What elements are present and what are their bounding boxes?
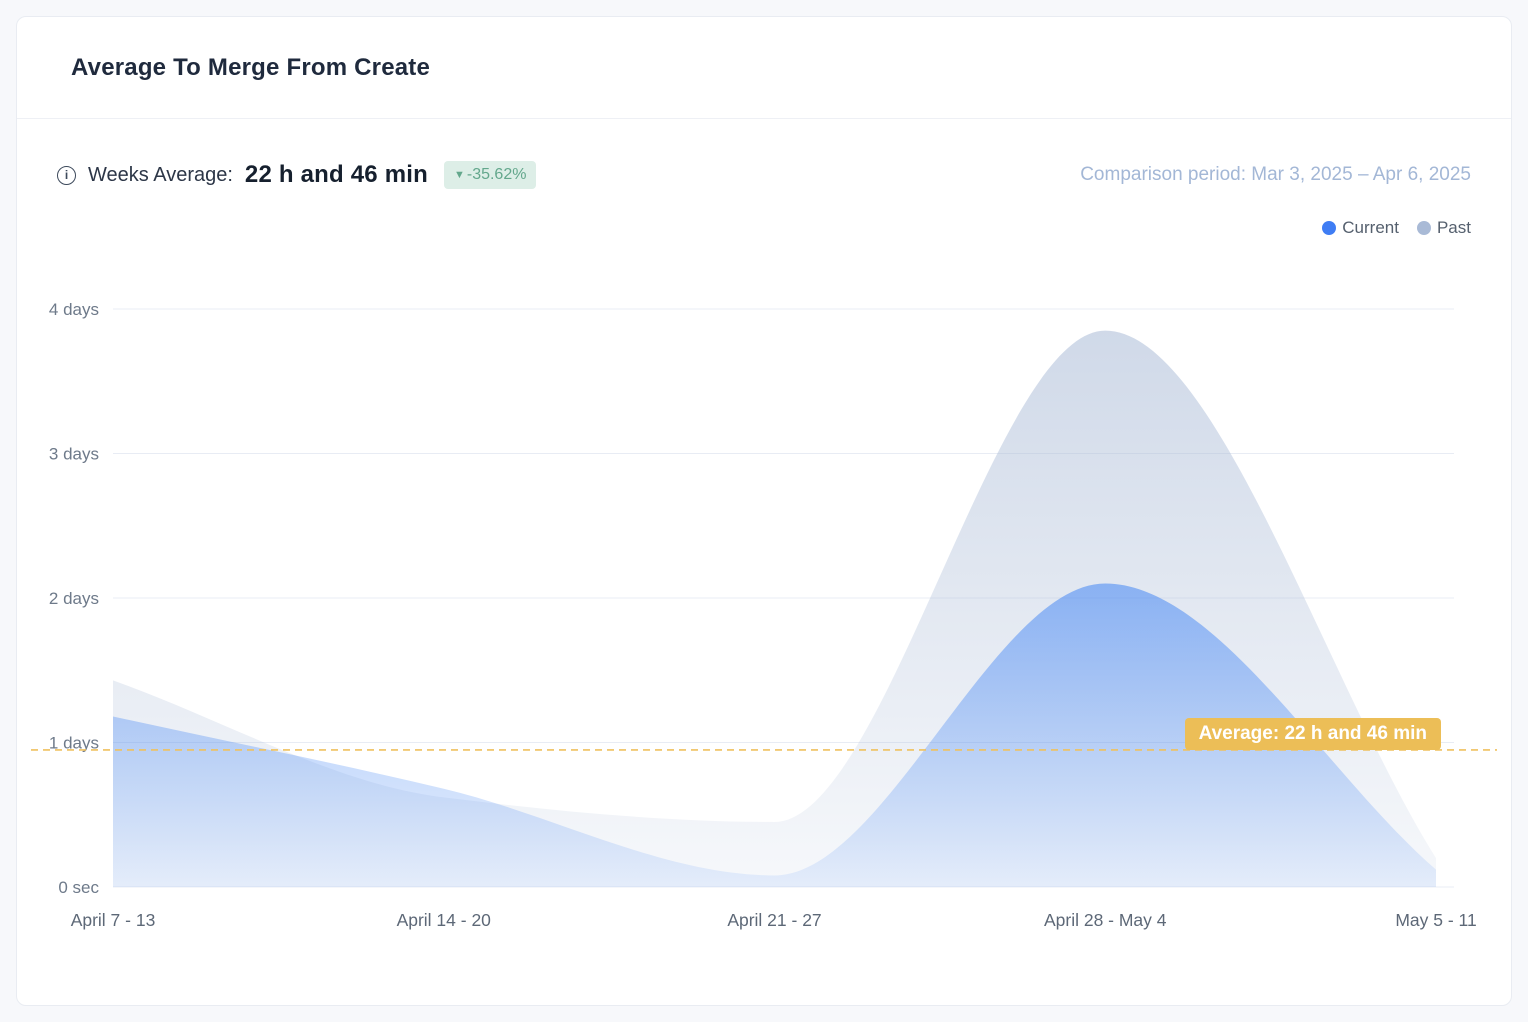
y-axis-label: 2 days <box>49 589 99 608</box>
legend-label: Current <box>1342 218 1399 237</box>
card-body: i Weeks Average: 22 h and 46 min ▼ -35.6… <box>17 153 1511 961</box>
average-tooltip: Average: 22 h and 46 min <box>1184 717 1441 750</box>
info-icon[interactable]: i <box>57 165 76 185</box>
x-axis-label: April 28 - May 4 <box>1044 910 1167 930</box>
y-axis-label: 0 sec <box>58 878 99 897</box>
comparison-period: Comparison period: Mar 3, 2025 – Apr 6, … <box>1080 164 1471 185</box>
metric-card: Average To Merge From Create i Weeks Ave… <box>16 16 1512 1006</box>
chart-svg: 4 days 3 days 2 days 1 days 0 sec April 7 - 1… <box>31 300 1497 930</box>
series-area-current <box>113 583 1436 887</box>
legend-label: Past <box>1436 218 1471 237</box>
card-header: Average To Merge From Create <box>17 17 1511 119</box>
weeks-average-value: 22 h and 46 min <box>244 161 428 188</box>
legend-item-current[interactable]: Current <box>1322 218 1399 238</box>
delta-value: -35.62% <box>466 166 527 183</box>
triangle-down-icon: ▼ <box>453 169 465 181</box>
x-axis-label: May 5 - 11 <box>1395 910 1476 930</box>
y-axis-label: 1 days <box>49 734 99 753</box>
y-axis-label: 4 days <box>49 300 99 319</box>
legend-item-past[interactable]: Past <box>1416 218 1471 238</box>
x-axis-label: April 21 - 27 <box>727 910 821 930</box>
y-axis-label: 3 days <box>49 445 99 464</box>
past-dot-icon <box>1416 221 1431 235</box>
current-dot-icon <box>1322 221 1337 235</box>
page-title: Average To Merge From Create <box>71 53 431 81</box>
x-axis-label: April 14 - 20 <box>397 910 492 930</box>
x-axis-label: April 7 - 13 <box>71 910 156 930</box>
weeks-average-label: Weeks Average: <box>88 163 233 186</box>
stats-row: i Weeks Average: 22 h and 46 min ▼ -35.6… <box>17 153 1511 197</box>
chart-area: 4 days 3 days 2 days 1 days 0 sec April 7 - 1… <box>17 249 1511 961</box>
delta-badge: ▼ -35.62% <box>443 161 537 189</box>
chart-legend: Current Past <box>17 215 1511 241</box>
